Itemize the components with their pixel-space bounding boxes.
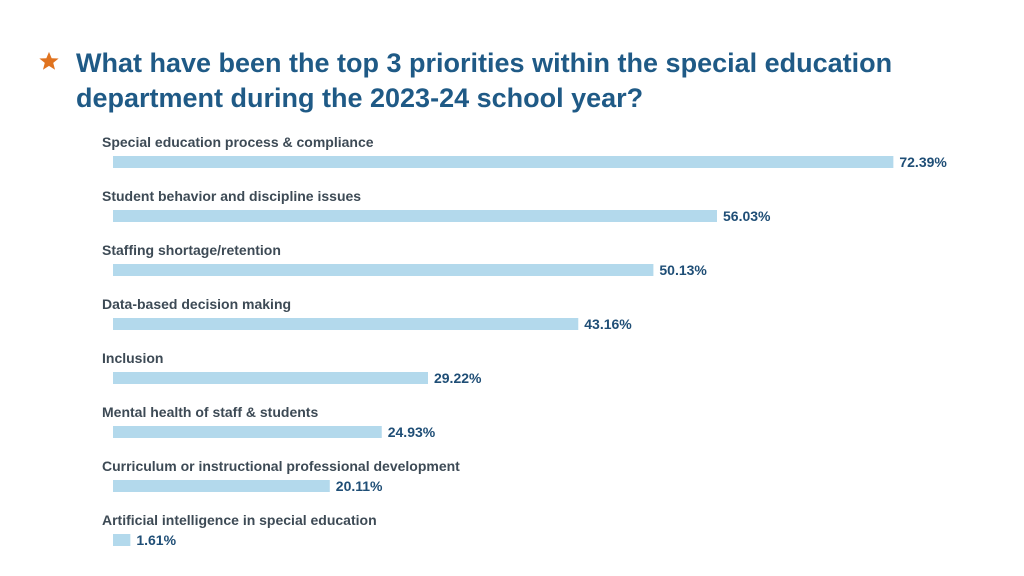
category-label: Staffing shortage/retention — [102, 242, 281, 258]
star-shape — [39, 51, 59, 70]
bar — [113, 318, 579, 330]
category-label: Inclusion — [102, 350, 163, 366]
value-label: 43.16% — [584, 316, 632, 332]
value-label: 29.22% — [434, 370, 482, 386]
chart-title: What have been the top 3 priorities with… — [76, 48, 893, 113]
value-label: 56.03% — [723, 208, 771, 224]
bar — [113, 426, 382, 438]
bar — [113, 264, 654, 276]
category-label: Student behavior and discipline issues — [102, 188, 361, 204]
category-label: Data-based decision making — [102, 296, 291, 312]
bar — [113, 534, 131, 546]
bar — [113, 372, 428, 384]
value-label: 24.93% — [388, 424, 436, 440]
bar — [113, 210, 718, 222]
category-label: Artificial intelligence in special educa… — [102, 512, 377, 528]
bar — [113, 156, 894, 168]
value-label: 72.39% — [899, 154, 947, 170]
value-label: 1.61% — [136, 532, 176, 548]
value-label: 20.11% — [336, 478, 383, 494]
category-label: Mental health of staff & students — [102, 404, 318, 420]
bar — [113, 480, 330, 492]
star-icon — [39, 51, 59, 70]
category-label: Special education process & compliance — [102, 134, 374, 150]
category-label: Curriculum or instructional professional… — [102, 458, 460, 474]
value-label: 50.13% — [659, 262, 707, 278]
